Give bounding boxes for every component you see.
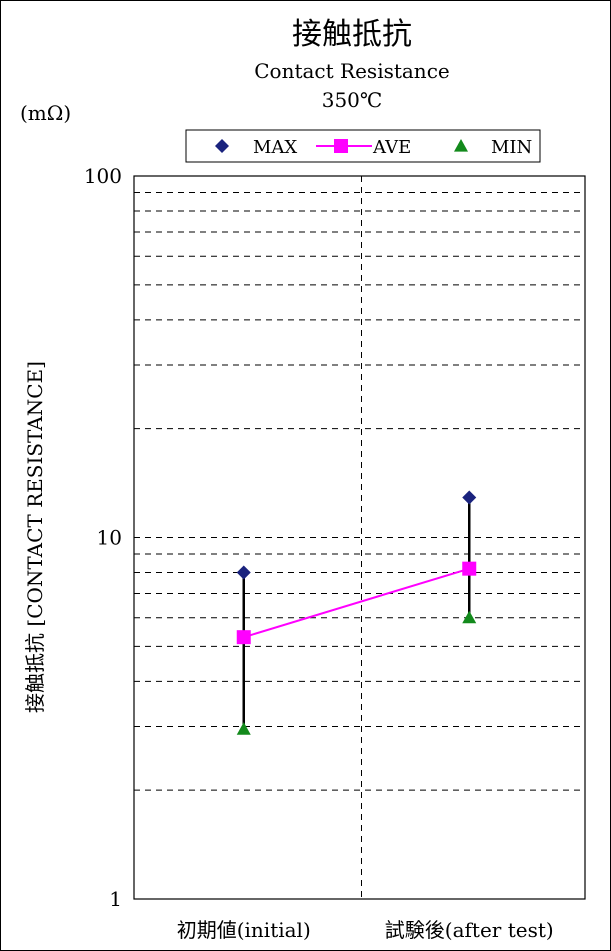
plot-area: 1 10 100 初期値(initial) 試験後(after test) (84, 164, 586, 942)
legend-label-ave: AVE (372, 137, 411, 158)
point-min (236, 722, 251, 735)
legend-marker-ave (334, 139, 348, 153)
y-tick-label: 10 (97, 526, 122, 550)
unit-label: (mΩ) (20, 101, 71, 125)
y-axis-label: 接触抵抗 [CONTACT RESISTANCE] (23, 361, 47, 713)
chart-title: 接触抵抗 (292, 17, 412, 52)
legend-label-min: MIN (491, 137, 532, 158)
point-ave (462, 561, 477, 576)
chart-condition: 350℃ (322, 88, 383, 112)
legend-label-max: MAX (253, 137, 297, 158)
x-tick-label: 初期値(initial) (177, 918, 311, 942)
point-min (462, 610, 477, 624)
legend-marker-min (454, 139, 468, 152)
y-tick-label: 1 (109, 887, 122, 911)
point-max (236, 565, 251, 580)
point-max (462, 490, 477, 505)
point-ave (236, 630, 251, 645)
legend: MAX AVE MIN (185, 129, 541, 163)
chart-subtitle: Contact Resistance (254, 59, 449, 83)
legend-marker-max (215, 139, 229, 153)
x-tick-label: 試験後(after test) (385, 918, 554, 942)
y-tick-label: 100 (84, 164, 122, 188)
series-line-ave (243, 567, 470, 639)
